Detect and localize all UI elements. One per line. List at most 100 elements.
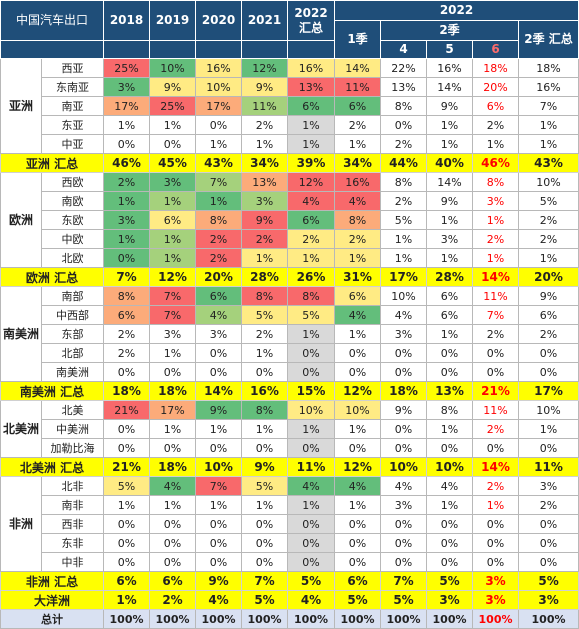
table-cell: 1% [195,495,243,515]
table-cell: 7% [380,571,428,591]
table-cell: 0% [241,362,289,382]
table-cell: 1% [334,324,382,344]
subregion-label: 中欧 [40,229,105,249]
table-cell: 6% [334,571,382,591]
table-cell: 7% [149,305,197,325]
table-cell: 8% [241,400,289,420]
table-cell: 1% [103,191,151,211]
table-cell: 100% [195,609,243,629]
table-row: 北美洲 北美 21% 17% 9% 8% 10% 10% 9% 8% 11% 10% [0,400,579,458]
table-cell: 6% [103,571,151,591]
table-row: 中欧 1% 1% 2% 2% 2% 2% 1% 3% 2% 2% [1,229,579,249]
table-cell: 14% [472,267,520,287]
table-cell: 5% [241,305,289,325]
table-cell: 0% [103,552,151,572]
col-month-6: 6 [472,40,520,59]
region-total-label: 非洲 汇总 [0,571,105,591]
table-cell: 7% [149,286,197,306]
table-cell: 21% [103,457,151,477]
header-row-3: 4 5 6 [0,40,579,59]
grand-total-row: 总计 100% 100% 100% 100% 100% 100% 100% 100% 100% 10… [0,609,579,629]
table-cell: 1% [241,134,289,154]
region-label: 亚洲 [0,58,42,154]
table-cell: 2% [518,495,579,515]
table-cell: 0% [518,514,579,534]
table-cell: 4% [334,191,382,211]
table-cell: 2% [103,172,151,192]
table-cell: 8% [334,210,382,230]
table-cell: 1% [149,495,197,515]
table-cell: 12% [334,381,382,401]
table-cell: 25% [149,96,197,116]
table-cell: 0% [426,362,474,382]
col-group-q2: 2季 [380,20,520,41]
table-cell: 1% [149,248,197,268]
table-cell: 2% [103,343,151,363]
subregion-label: 北美 [40,400,105,420]
table-cell: 12% [241,58,289,78]
table-cell: 21% [103,400,151,420]
table-cell: 21% [472,381,520,401]
subregion-label: 西非 [40,514,105,534]
table-cell: 4% [334,305,382,325]
table-cell: 6% [426,305,474,325]
table-row: 中美洲 0% 1% 1% 1% 1% 1% 0% 1% 2% 1% [1,419,579,439]
table-cell: 9% [380,400,428,420]
table-cell: 13% [241,172,289,192]
table-cell: 0% [518,343,579,363]
table-cell: 100% [103,609,151,629]
table-cell: 9% [241,457,289,477]
table-cell: 0% [287,343,336,363]
table-cell: 14% [426,77,474,97]
table-cell: 1% [195,191,243,211]
subregion-label: 东南亚 [40,77,105,97]
table-cell: 1% [103,115,151,135]
table-cell: 9% [195,571,243,591]
table-cell: 1% [103,590,151,610]
table-row: 南美洲 南部 8% 7% 6% 8% 8% 6% 10% 6% 11% 9% [0,286,579,382]
table-cell: 8% [103,286,151,306]
table-cell: 1% [334,419,382,439]
table-cell: 1% [426,115,474,135]
table-cell: 9% [518,286,579,306]
table-cell: 7% [195,172,243,192]
col-q2-summary: 2季 汇总 [518,20,579,59]
table-cell: 6% [426,286,474,306]
table-cell: 1% [472,134,520,154]
table-row: 非洲 北非 5% 4% 7% 5% 4% 4% 4% 4% 2% 3% [0,476,579,572]
table-cell: 2% [518,324,579,344]
region-total-row: 北美洲 汇总 21% 18% 10% 9% 11% 12% 10% 10% 14% 11% [0,457,579,477]
table-cell: 28% [426,267,474,287]
table-cell: 16% [287,58,336,78]
table-cell: 10% [287,400,336,420]
table-cell: 100% [241,609,289,629]
table-cell: 17% [103,96,151,116]
table-cell: 2% [195,229,243,249]
table-cell: 17% [149,400,197,420]
table-cell: 2% [195,248,243,268]
table-row: 中西部 6% 7% 4% 5% 5% 4% 4% 6% 7% 6% [1,305,579,325]
table-cell: 0% [195,438,243,458]
table-cell: 2% [518,229,579,249]
table-cell: 12% [287,172,336,192]
header-row-1: 中国汽车出口 2018 2019 2020 2021 2022 汇总 2022 [0,0,579,41]
table-cell: 2% [334,115,382,135]
table-cell: 13% [380,77,428,97]
table-cell: 5% [334,590,382,610]
table-row: 北欧 0% 1% 2% 1% 1% 1% 1% 1% 1% 1% [1,248,579,268]
table-cell: 0% [103,134,151,154]
table-row: 西非 0% 0% 0% 0% 0% 0% 0% 0% 0% 0% [1,514,579,534]
table-cell: 12% [334,457,382,477]
table-cell: 17% [380,267,428,287]
subregion-label: 北欧 [40,248,105,268]
table-cell: 0% [426,514,474,534]
table-cell: 0% [149,533,197,553]
table-cell: 10% [380,286,428,306]
table-cell: 14% [334,58,382,78]
table-cell: 1% [195,419,243,439]
table-cell: 0% [518,362,579,382]
col-group-2022: 2022 [334,0,579,21]
subregion-label: 东亚 [40,115,105,135]
table-cell: 34% [334,153,382,173]
